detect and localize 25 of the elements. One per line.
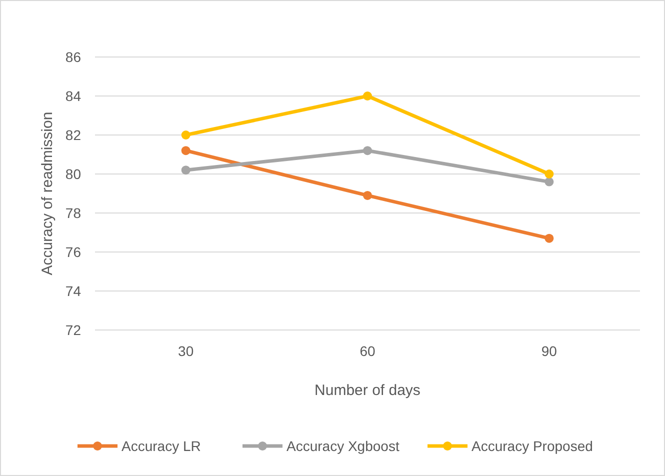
point [363,146,372,156]
y-tick-label: 76 [65,244,82,260]
x-tick-label: 60 [360,343,376,359]
point [544,234,554,243]
y-tick-label: 86 [65,48,82,65]
point [544,170,554,178]
point [363,92,372,100]
legend-label: Accuracy Xgboost [286,438,400,454]
x-tick-label: 90 [541,343,558,359]
point [181,146,190,156]
y-tick-label: 72 [65,322,82,338]
y-tick-label: 74 [65,282,82,299]
point [544,177,554,186]
legend-label: Accuracy Proposed [472,438,593,454]
point [181,130,190,140]
y-tick-label: 80 [65,166,82,182]
y-tick-label: 82 [65,126,82,143]
y-axis-title: Accuracy of readmission [39,112,56,276]
legend-label: Accuracy LR [122,438,201,454]
y-tick-label: 84 [65,88,82,104]
x-tick-label: 30 [178,343,194,359]
point [363,190,372,200]
point [181,166,190,175]
y-tick-label: 78 [65,204,82,221]
x-axis-title: Number of days [314,382,420,399]
